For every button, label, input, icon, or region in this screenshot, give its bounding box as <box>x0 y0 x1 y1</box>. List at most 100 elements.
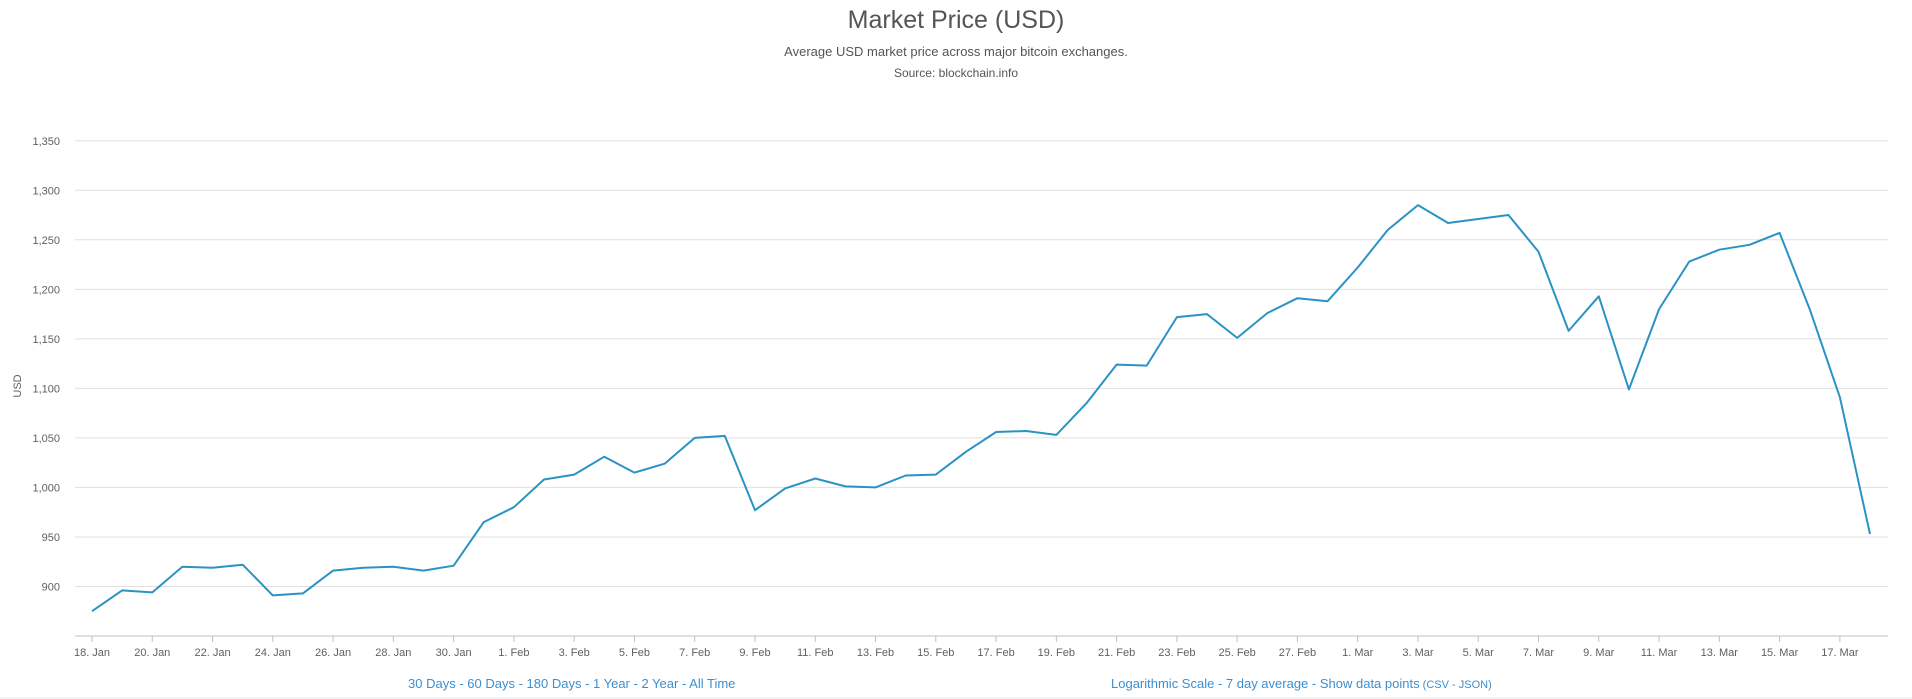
data-point <box>811 475 819 483</box>
data-point <box>751 506 759 514</box>
json-download-link[interactable]: JSON <box>1458 679 1489 691</box>
show-data-points-link[interactable]: Show data points <box>1319 676 1420 691</box>
data-point <box>299 589 307 597</box>
data-point <box>1474 215 1482 223</box>
data-point <box>691 434 699 442</box>
x-tick-label: 20. Jan <box>134 647 170 659</box>
link-separator: - <box>1448 679 1459 691</box>
open-paren: ( <box>1419 679 1427 691</box>
y-tick-label: 950 <box>42 532 60 544</box>
data-point <box>1504 211 1512 219</box>
series-layer <box>91 201 1874 613</box>
x-tick-label: 7. Feb <box>679 647 710 659</box>
x-tick-label: 3. Mar <box>1402 647 1434 659</box>
data-point <box>962 448 970 456</box>
chart-subtitle: Average USD market price across major bi… <box>784 44 1128 59</box>
data-point <box>1655 305 1663 313</box>
data-point <box>992 428 1000 436</box>
data-point <box>1233 334 1241 342</box>
x-tick-label: 13. Feb <box>857 647 894 659</box>
link-separator: - <box>514 676 527 691</box>
y-tick-label: 1,050 <box>32 433 60 445</box>
data-point <box>1595 292 1603 300</box>
data-point <box>1173 313 1181 321</box>
data-point <box>540 476 548 484</box>
range-180-days-link[interactable]: 180 Days <box>526 676 582 691</box>
data-point <box>269 591 277 599</box>
range-links: 30 Days - 60 Days - 180 Days - 1 Year - … <box>408 676 735 691</box>
data-point <box>1113 361 1121 369</box>
data-point <box>178 563 186 571</box>
logarithmic-scale-link[interactable]: Logarithmic Scale <box>1111 676 1215 691</box>
x-tick-label: 27. Feb <box>1279 647 1316 659</box>
data-point <box>450 562 458 570</box>
gridlines <box>75 140 1888 637</box>
range-2-year-link[interactable]: 2 Year <box>641 676 679 691</box>
csv-download-link[interactable]: CSV <box>1426 679 1449 691</box>
data-point <box>1535 248 1543 256</box>
data-point <box>1866 530 1874 538</box>
x-tick-label: 24. Jan <box>255 647 291 659</box>
x-tick-label: 26. Jan <box>315 647 351 659</box>
chart-title: Market Price (USD) <box>847 6 1065 34</box>
data-point <box>1776 229 1784 237</box>
data-point <box>1384 226 1392 234</box>
x-tick-label: 9. Feb <box>739 647 770 659</box>
data-point <box>570 471 578 479</box>
data-point <box>359 564 367 572</box>
data-point <box>239 561 247 569</box>
data-point <box>480 518 488 526</box>
data-point <box>1083 399 1091 407</box>
data-point <box>118 586 126 594</box>
range-30-days-link[interactable]: 30 Days <box>408 676 456 691</box>
data-point <box>1203 310 1211 318</box>
y-tick-label: 1,100 <box>32 383 60 395</box>
range-1-year-link[interactable]: 1 Year <box>593 676 630 691</box>
seven-day-average-link[interactable]: 7 day average <box>1225 676 1309 691</box>
data-point <box>1444 219 1452 227</box>
x-tick-label: 1. Feb <box>498 647 529 659</box>
x-tick-label: 30. Jan <box>436 647 472 659</box>
x-tick-label: 19. Feb <box>1038 647 1075 659</box>
y-tick-label: 1,250 <box>32 235 60 247</box>
y-tick-label: 1,000 <box>32 482 60 494</box>
data-point <box>420 567 428 575</box>
data-point <box>1022 427 1030 435</box>
x-tick-label: 9. Mar <box>1583 647 1615 659</box>
data-point <box>1806 305 1814 313</box>
data-point <box>932 471 940 479</box>
x-tick-label: 5. Feb <box>619 647 650 659</box>
data-point <box>1263 309 1271 317</box>
link-separator: - <box>581 676 594 691</box>
x-tick-label: 22. Jan <box>194 647 230 659</box>
x-tick-label: 28. Jan <box>375 647 411 659</box>
y-tick-label: 1,350 <box>32 136 60 148</box>
x-tick-label: 11. Feb <box>797 647 834 659</box>
data-point <box>1324 297 1332 305</box>
link-separator: - <box>629 676 642 691</box>
data-point <box>1414 201 1422 209</box>
chart-options-links: Logarithmic Scale - 7 day average - Show… <box>1111 676 1492 691</box>
x-tick-label: 15. Mar <box>1761 647 1799 659</box>
data-point <box>721 432 729 440</box>
x-tick-label: 25. Feb <box>1218 647 1255 659</box>
data-point <box>630 469 638 477</box>
data-point <box>329 567 337 575</box>
link-separator: - <box>1214 676 1226 691</box>
data-point <box>600 453 608 461</box>
range-60-days-link[interactable]: 60 Days <box>467 676 515 691</box>
data-point <box>1143 362 1151 370</box>
link-separator: - <box>678 676 690 691</box>
y-tick-label: 1,300 <box>32 185 60 197</box>
x-tick-label: 18. Jan <box>74 647 110 659</box>
data-point <box>1625 385 1633 393</box>
range-all-time-link[interactable]: All Time <box>689 676 736 691</box>
x-tick-label: 17. Feb <box>977 647 1014 659</box>
y-tick-label: 1,150 <box>32 334 60 346</box>
data-point <box>661 460 669 468</box>
data-point <box>1836 393 1844 401</box>
x-tick-label: 13. Mar <box>1701 647 1739 659</box>
x-tick-label: 17. Mar <box>1821 647 1859 659</box>
close-paren: ) <box>1488 679 1492 691</box>
